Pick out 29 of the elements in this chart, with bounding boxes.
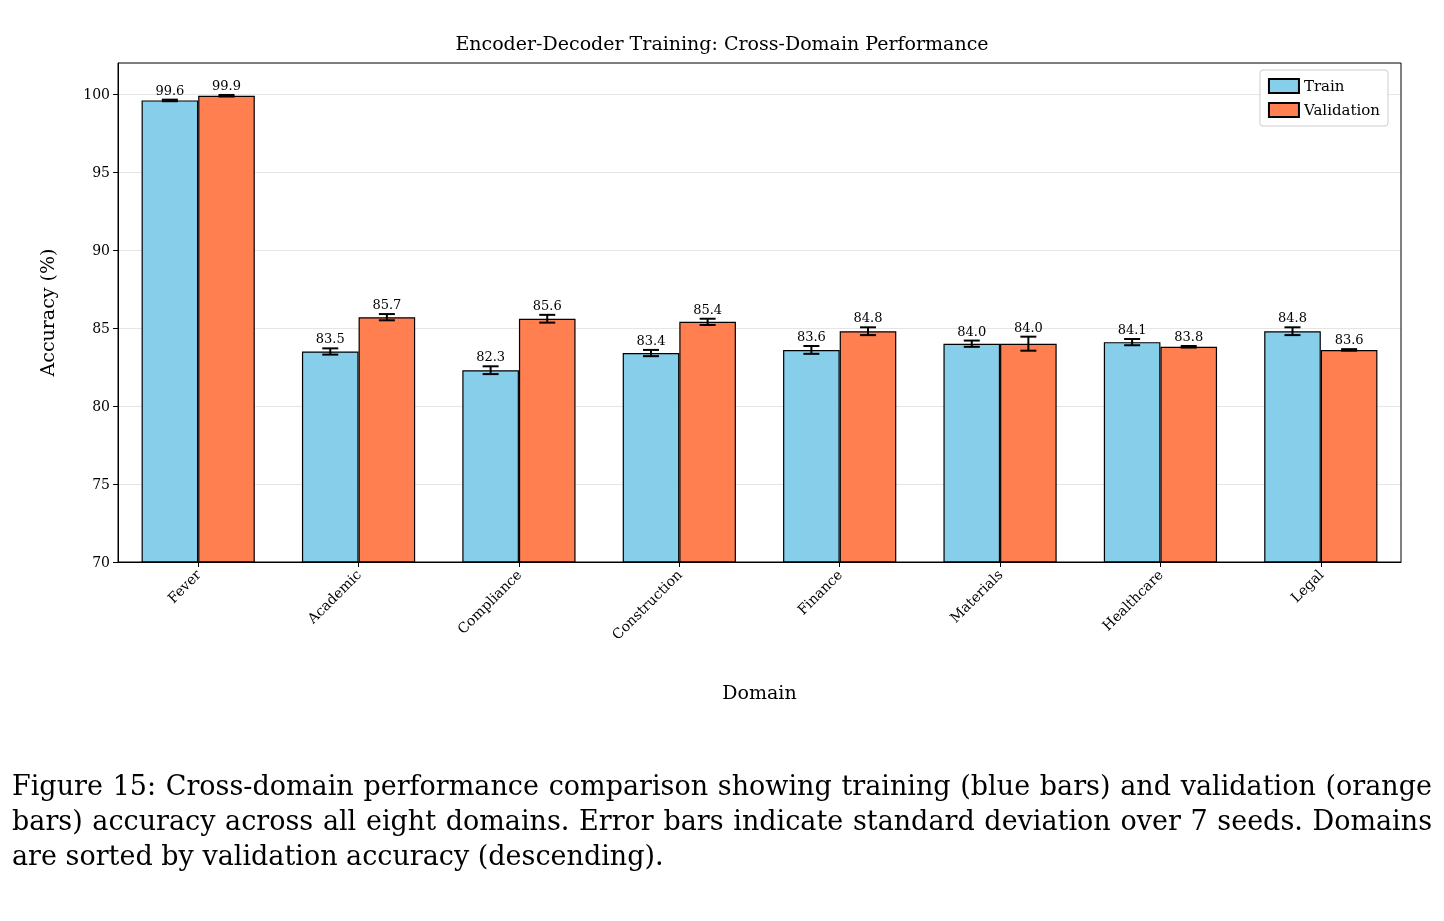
caption: Figure 15: Cross-domain performance comparison showing training (blue bars) and validation (orange bars) accuracy across all eight domains. Error bars indicate standard deviation over 7 seeds. Domains are sorted by validation accuracy (descending). (12, 769, 1432, 874)
chart-title: Encoder-Decoder Training: Cross-Domain Performance (455, 31, 989, 54)
y-tick-label: 100 (83, 86, 110, 103)
data-label: 85.7 (372, 297, 402, 313)
y-axis-title: Accuracy (%) (35, 248, 58, 378)
legend-label: Train (1303, 77, 1345, 95)
data-label: 84.0 (957, 323, 987, 339)
data-label: 83.6 (796, 329, 826, 345)
data-label: 83.4 (636, 332, 666, 348)
y-tick-label: 95 (92, 164, 110, 181)
y-tick-label: 80 (92, 398, 110, 415)
data-label: 83.6 (1334, 332, 1364, 348)
data-label: 82.3 (476, 349, 506, 365)
x-axis-title: Domain (722, 680, 797, 703)
data-label: 84.1 (1117, 322, 1147, 338)
data-label: 84.8 (1278, 310, 1307, 326)
data-label: 84.8 (853, 310, 883, 326)
data-label: 85.4 (693, 301, 723, 317)
data-label: 84.0 (1013, 319, 1043, 335)
y-tick-label: 85 (92, 320, 110, 337)
data-label: 85.6 (532, 297, 562, 313)
y-tick-label: 70 (92, 554, 110, 570)
data-label: 99.6 (155, 82, 185, 98)
legend-label: Validation (1302, 101, 1381, 119)
y-tick-label: 90 (92, 242, 110, 259)
data-label: 99.9 (212, 77, 241, 93)
y-tick-label: 75 (92, 476, 110, 493)
data-label: 83.5 (315, 331, 345, 347)
data-label: 83.8 (1174, 329, 1204, 345)
